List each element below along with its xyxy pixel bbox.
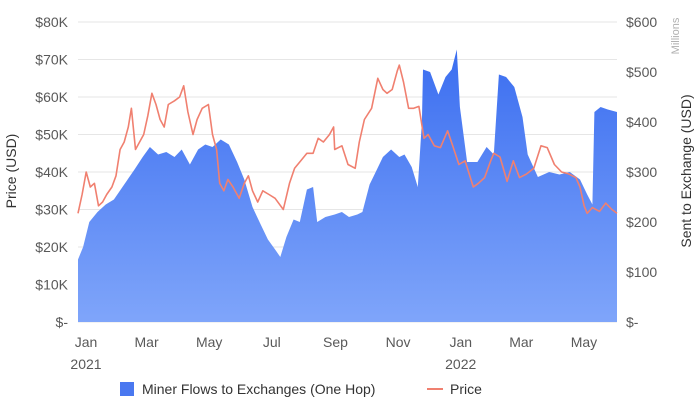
left-tick-label: $30K [35, 202, 68, 218]
right-axis-ticks: $- $100 $200 $300 $400 $500 $600 [626, 14, 657, 330]
right-tick-label: $300 [626, 164, 657, 180]
x-tick-label: Jan [449, 334, 472, 350]
right-tick-label: $400 [626, 114, 657, 130]
legend: Miner Flows to Exchanges (One Hop) Price [120, 381, 482, 397]
legend-label-price: Price [450, 381, 482, 397]
x-year-label: 2022 [445, 356, 476, 372]
right-tick-label: $600 [626, 14, 657, 30]
left-tick-label: $20K [35, 239, 68, 255]
price-line [77, 64, 618, 215]
x-tick-label: May [571, 334, 597, 350]
legend-label-area: Miner Flows to Exchanges (One Hop) [142, 381, 375, 397]
miner-flows-area [78, 49, 617, 322]
left-tick-label: $70K [35, 52, 68, 68]
x-tick-label: Sep [323, 334, 348, 350]
x-tick-label: May [196, 334, 222, 350]
right-tick-label: $200 [626, 214, 657, 230]
x-axis-ticks: Jan Mar May Jul Sep Nov Jan Mar May 2021 2022 [70, 334, 597, 372]
left-tick-label: $80K [35, 14, 68, 30]
left-tick-label: $- [56, 314, 69, 330]
right-tick-label: $500 [626, 64, 657, 80]
x-tick-label: Jan [75, 334, 98, 350]
x-tick-label: Mar [135, 334, 159, 350]
left-tick-label: $10K [35, 277, 68, 293]
x-tick-label: Jul [263, 334, 281, 350]
left-tick-label: $50K [35, 127, 68, 143]
x-tick-label: Mar [509, 334, 533, 350]
right-tick-label: $100 [626, 264, 657, 280]
x-year-label: 2021 [70, 356, 101, 372]
left-tick-label: $40K [35, 164, 68, 180]
x-tick-label: Nov [386, 334, 411, 350]
legend-swatch-area [120, 382, 134, 396]
left-axis-title: Price (USD) [3, 134, 19, 209]
left-axis-ticks: $- $10K $20K $30K $40K $50K $60K $70K $80K [35, 14, 68, 330]
right-tick-label: $- [626, 314, 639, 330]
right-axis-title: Sent to Exchange (USD) [678, 94, 694, 247]
left-tick-label: $60K [35, 89, 68, 105]
right-axis-unit: Millions [670, 17, 682, 54]
